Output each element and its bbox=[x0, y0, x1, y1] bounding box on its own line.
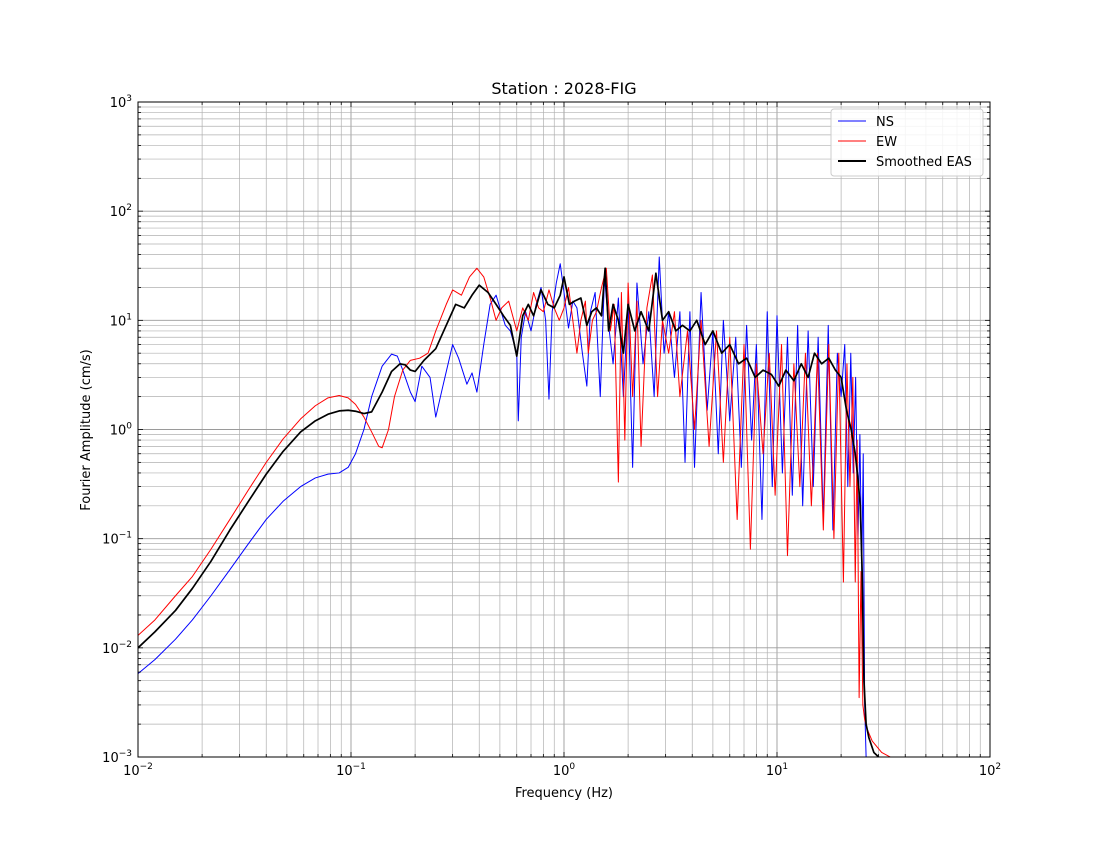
ns-series-line bbox=[138, 256, 867, 757]
grid bbox=[137, 102, 990, 758]
x-tick-labels: 10−2 10−1 100 101 102 bbox=[123, 762, 1001, 779]
x-tick-label: 101 bbox=[766, 762, 788, 779]
y-tick-label: 100 bbox=[110, 422, 133, 439]
y-tick-label: 10−3 bbox=[102, 749, 132, 766]
x-tick-label: 100 bbox=[553, 762, 576, 779]
x-tick-label: 10−1 bbox=[336, 762, 366, 779]
x-tick-label: 10−2 bbox=[123, 762, 153, 779]
legend-label-smoothed: Smoothed EAS bbox=[876, 155, 972, 170]
legend: NS EW Smoothed EAS bbox=[830, 108, 984, 177]
x-tick-label: 102 bbox=[979, 762, 1001, 779]
y-tick-label: 103 bbox=[110, 94, 132, 111]
x-axis-label: Frequency (Hz) bbox=[515, 786, 613, 801]
smoothed-eas-series-line bbox=[138, 267, 880, 757]
ticks bbox=[137, 102, 990, 758]
y-tick-label: 10−1 bbox=[102, 531, 132, 548]
y-tick-labels: 10−3 10−2 10−1 100 101 102 103 bbox=[102, 94, 132, 766]
y-tick-label: 101 bbox=[110, 312, 132, 329]
chart-title: Station : 2028-FIG bbox=[491, 79, 636, 98]
y-tick-label: 10−2 bbox=[102, 640, 132, 657]
legend-label-ew: EW bbox=[876, 135, 897, 150]
y-tick-label: 102 bbox=[110, 203, 132, 220]
series-layer bbox=[138, 256, 891, 757]
legend-label-ns: NS bbox=[876, 115, 894, 130]
ew-series-line bbox=[138, 267, 891, 757]
legend-box bbox=[830, 108, 984, 177]
y-axis-label: Fourier Amplitude (cm/s) bbox=[79, 349, 94, 511]
